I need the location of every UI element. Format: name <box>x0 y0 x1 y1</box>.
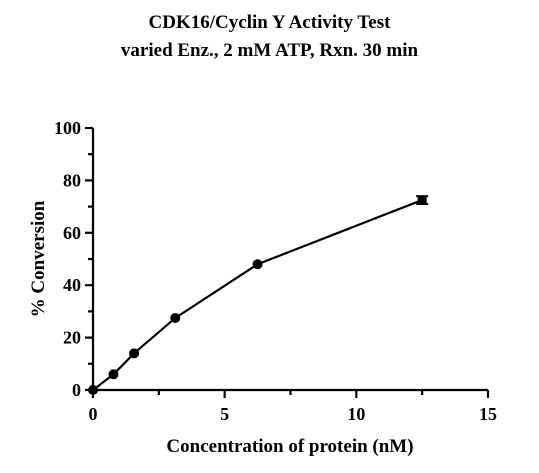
chart-title: CDK16/Cyclin Y Activity Test <box>148 12 391 33</box>
y-tick-label: 40 <box>63 275 81 295</box>
y-tick-label: 0 <box>72 380 81 400</box>
y-tick-label: 80 <box>63 170 81 190</box>
y-tick-label: 100 <box>54 118 81 138</box>
data-point <box>108 369 119 380</box>
data-point <box>252 259 263 270</box>
y-tick-label: 60 <box>63 223 81 243</box>
y-tick-label: 20 <box>63 328 81 348</box>
x-tick-label: 0 <box>89 404 98 424</box>
data-point <box>88 385 98 395</box>
x-tick-label: 5 <box>220 404 229 424</box>
series-layer <box>88 195 429 395</box>
axes: 0 20 40 60 80 100 0 5 10 15 <box>54 118 497 424</box>
data-point <box>129 348 140 359</box>
x-tick-label: 15 <box>479 404 497 424</box>
data-point <box>170 312 181 323</box>
x-axis-label: Concentration of protein (nM) <box>166 436 413 457</box>
y-axis-label: % Conversion <box>28 200 49 317</box>
chart-subtitle: varied Enz., 2 mM ATP, Rxn. 30 min <box>120 40 419 61</box>
data-point <box>417 195 427 205</box>
x-tick-label: 10 <box>347 404 365 424</box>
series-line <box>92 199 423 391</box>
